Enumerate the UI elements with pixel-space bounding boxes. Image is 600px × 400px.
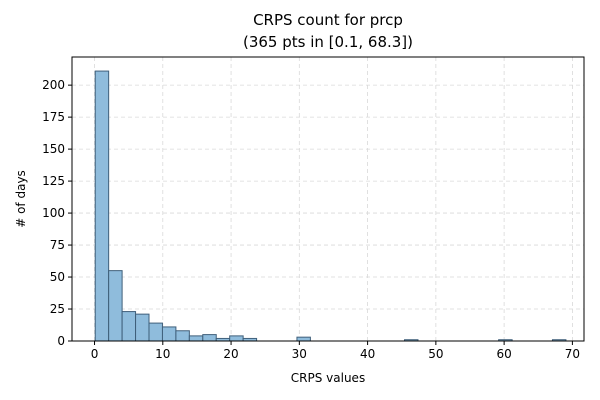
y-axis-label: # of days [14, 170, 28, 228]
histogram-bar [148, 322, 163, 342]
histogram-bar [296, 336, 311, 342]
y-tick-label: 0 [57, 334, 65, 348]
y-tick-label: 125 [42, 174, 65, 188]
y-tick-label: 200 [42, 78, 65, 92]
histogram-bar [121, 311, 137, 342]
y-tick-label: 175 [42, 110, 65, 124]
y-tick-label: 150 [42, 142, 65, 156]
x-tick-label: 30 [292, 347, 307, 361]
x-tick-label: 0 [91, 347, 99, 361]
grid-layer [72, 57, 584, 342]
x-tick-label: 60 [496, 347, 511, 361]
plot-frame [71, 56, 585, 342]
x-tick-label: 20 [223, 347, 238, 361]
y-tick-label: 100 [42, 206, 65, 220]
histogram-bar [202, 334, 217, 342]
ticks-layer: 0 10 20 30 40 50 60 70 0 25 50 75 100 125 150 175 200 [42, 78, 580, 361]
x-tick-label: 10 [155, 347, 170, 361]
x-axis-label: CRPS values [291, 371, 365, 385]
x-tick-label: 50 [428, 347, 443, 361]
x-tick-label: 40 [360, 347, 375, 361]
y-tick-label: 50 [50, 270, 65, 284]
chart-title-line1: CRPS count for prcp [253, 11, 403, 29]
histogram-bar [188, 335, 204, 342]
histogram-bar [161, 326, 177, 342]
y-tick-label: 25 [50, 302, 65, 316]
histogram-bar [135, 313, 150, 342]
y-tick-label: 75 [50, 238, 65, 252]
histogram-bar [94, 70, 110, 342]
chart-title-line2: (365 pts in [0.1, 68.3]) [243, 33, 413, 51]
histogram-bar [108, 270, 123, 342]
x-tick-label: 70 [565, 347, 580, 361]
histogram-bar [229, 335, 244, 342]
bars-layer [94, 70, 567, 342]
histogram-bar [175, 330, 190, 342]
